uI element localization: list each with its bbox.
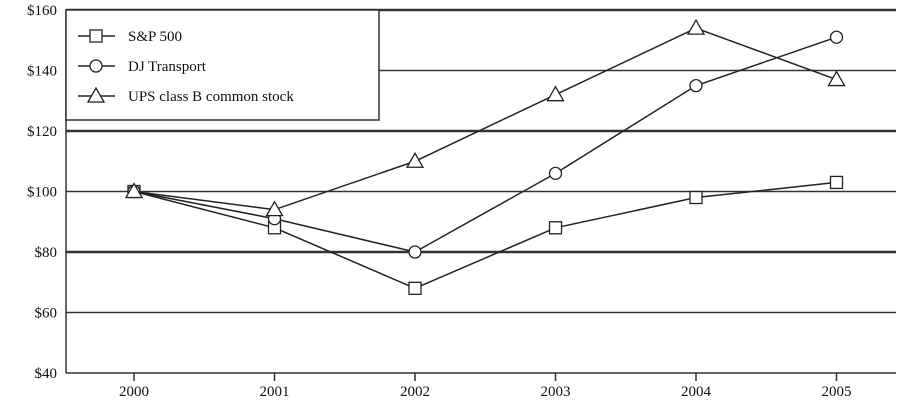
data-point-triangle (686, 18, 706, 35)
y-tick-label: $140 (27, 64, 57, 80)
tick-labels: $40 $60 $80 $100 $120 $140 $160 2000 2001 2002 200… (27, 3, 852, 400)
legend-marker-triangle (86, 86, 106, 103)
y-tick-label: $160 (27, 3, 57, 19)
x-tick-label: 2000 (119, 384, 149, 400)
legend-marker-circle (89, 59, 103, 73)
legend-box (65, 9, 380, 121)
data-point-triangle (546, 85, 565, 102)
data-point-triangle (124, 182, 144, 199)
y-tick-label: $80 (35, 245, 58, 261)
data-point-triangle (827, 70, 846, 87)
data-point-circle (408, 245, 422, 259)
data-point-triangle (265, 200, 284, 217)
legend: S&P 500 DJ Transport UPS class B common st… (65, 9, 380, 121)
legend-label: DJ Transport (128, 59, 207, 75)
x-tick-label: 2001 (260, 384, 290, 400)
series-line-triangle (133, 27, 837, 211)
data-point-square (829, 175, 844, 190)
data-point-square (408, 281, 422, 295)
data-point-circle (548, 166, 563, 181)
series-line-square (133, 181, 837, 290)
y-tick-label: $60 (35, 306, 58, 322)
legend-label: S&P 500 (128, 29, 182, 45)
series-lines (124, 18, 846, 295)
x-tick-label: 2003 (541, 384, 571, 400)
y-tick-label: $40 (35, 366, 58, 382)
x-tick-label: 2004 (681, 384, 712, 400)
y-tick-label: $120 (27, 124, 57, 140)
data-point-triangle (405, 151, 425, 168)
legend-label: UPS class B common stock (128, 89, 294, 105)
series-line-circle (133, 36, 837, 253)
y-tick-label: $100 (27, 185, 57, 201)
data-point-square (689, 190, 703, 205)
x-tick-label: 2005 (822, 384, 852, 400)
data-point-square (548, 221, 563, 235)
data-point-circle (829, 30, 844, 44)
data-point-circle (689, 78, 703, 93)
x-tick-label: 2002 (400, 384, 430, 400)
legend-marker-square (89, 29, 103, 43)
